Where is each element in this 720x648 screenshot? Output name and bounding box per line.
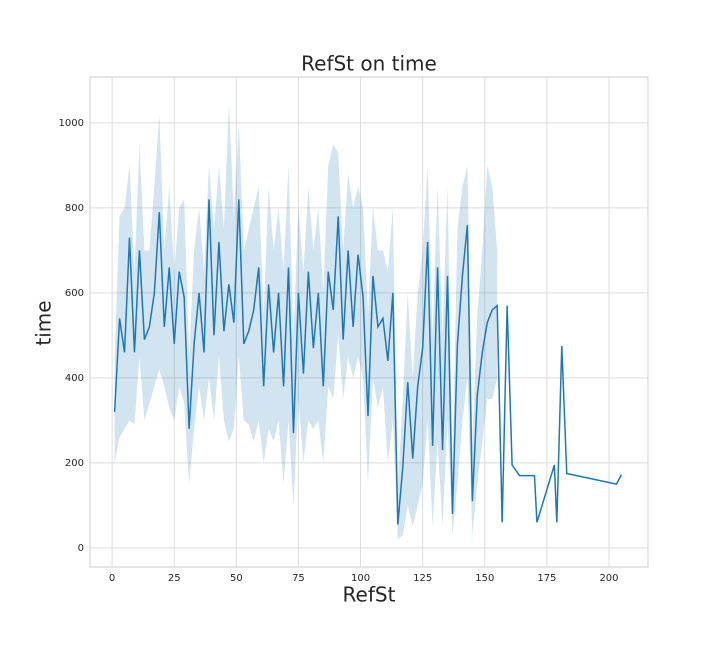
- y-tick-label: 0: [78, 543, 84, 554]
- x-tick-label: 175: [537, 573, 556, 584]
- x-tick-label: 100: [351, 573, 370, 584]
- line: [113, 199, 623, 525]
- x-tick-label: 125: [413, 573, 432, 584]
- y-tick-label: 1000: [59, 118, 84, 129]
- x-tick-label: 50: [230, 573, 243, 584]
- x-tick-label: 25: [168, 573, 181, 584]
- x-tick-label: 0: [109, 573, 115, 584]
- y-tick-label: 400: [65, 373, 84, 384]
- y-tick-label: 200: [65, 458, 84, 469]
- y-tick-label: 800: [65, 203, 84, 214]
- x-tick-label: 150: [475, 573, 494, 584]
- y-tick-label: 600: [65, 288, 84, 299]
- x-axis-label: RefSt: [343, 583, 396, 607]
- x-tick-label: 75: [292, 573, 305, 584]
- y-axis-label: time: [32, 300, 56, 345]
- x-tick-label: 200: [599, 573, 618, 584]
- chart-title: RefSt on time: [301, 52, 437, 76]
